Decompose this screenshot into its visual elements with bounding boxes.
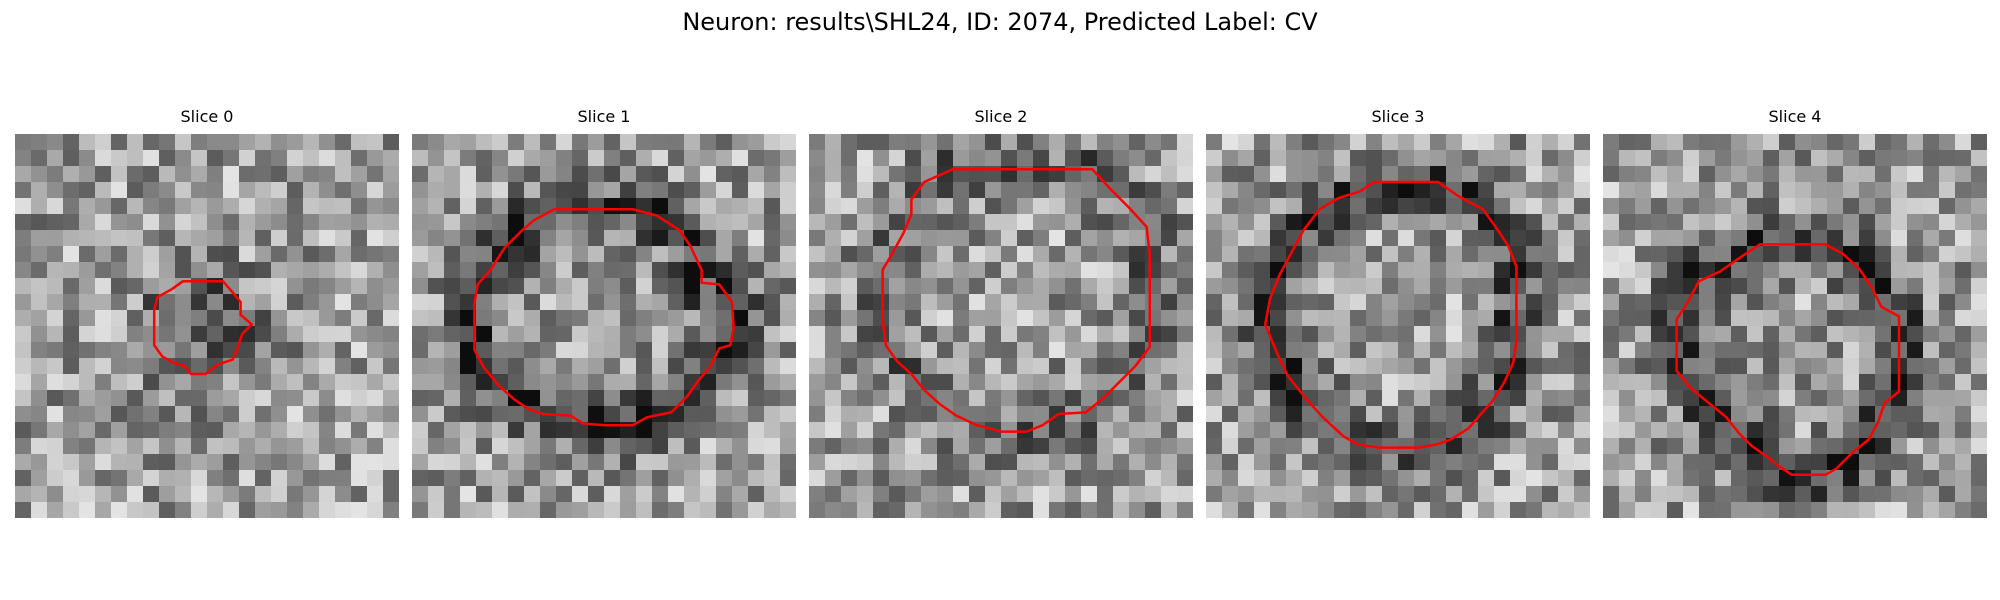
slice-3-contour	[1263, 180, 1518, 449]
slice-2-contour	[881, 167, 1152, 433]
slice-1-contour	[473, 207, 735, 427]
slice-0-image	[15, 134, 399, 518]
slice-0-contour	[152, 279, 254, 376]
figure-title: Neuron: results\SHL24, ID: 2074, Predict…	[682, 8, 1318, 36]
slice-2-pixels	[809, 134, 1193, 518]
slice-3-pixels	[1206, 134, 1590, 518]
slice-1-pixels	[412, 134, 796, 518]
slice-1-image	[412, 134, 796, 518]
slice-4-title: Slice 4	[1768, 107, 1822, 126]
slice-4-contour	[1675, 243, 1901, 477]
slice-0-title: Slice 0	[180, 107, 234, 126]
slice-4-image	[1603, 134, 1987, 518]
slice-2-image	[809, 134, 1193, 518]
slice-2-title: Slice 2	[974, 107, 1028, 126]
slice-3-image	[1206, 134, 1590, 518]
slice-4-pixels	[1603, 134, 1987, 518]
slice-0-pixels	[15, 134, 399, 518]
slice-3-title: Slice 3	[1371, 107, 1425, 126]
slice-1-title: Slice 1	[577, 107, 631, 126]
